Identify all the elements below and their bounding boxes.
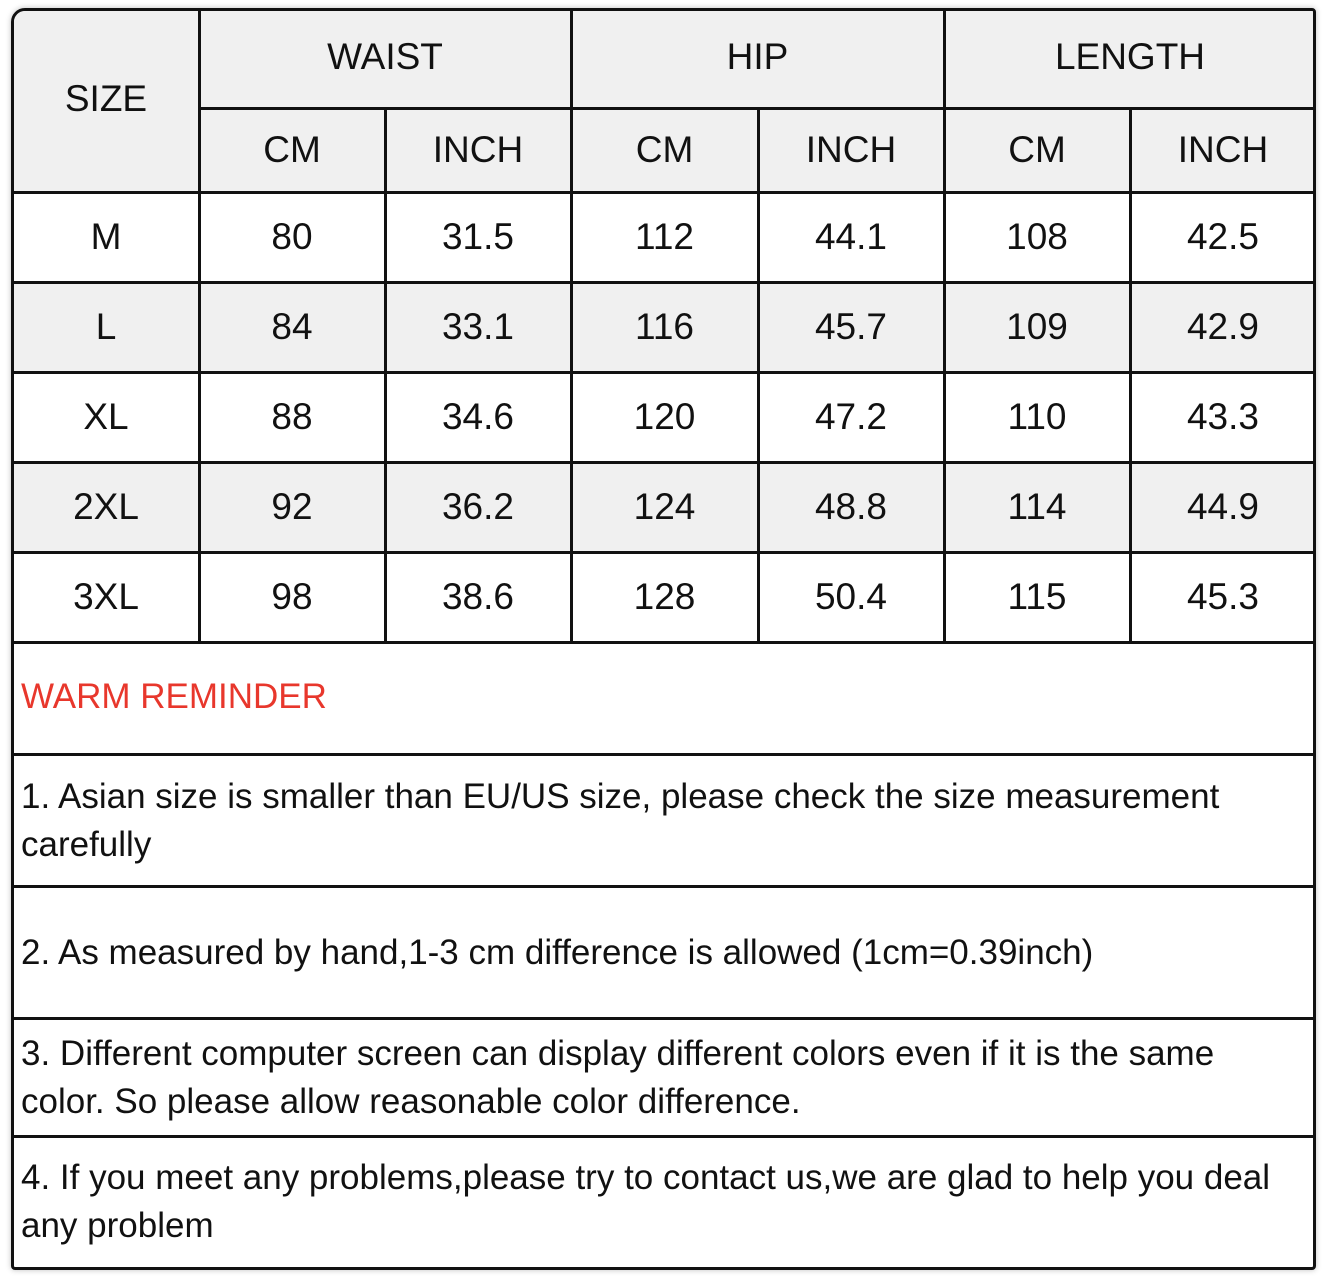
reminder-note: 2. As measured by hand,1-3 cm difference… — [21, 932, 1094, 972]
value-cell: 88 — [271, 396, 313, 437]
col-divider — [384, 108, 387, 642]
value-cell: 33.1 — [385, 282, 571, 372]
value-cell: 50.4 — [814, 576, 887, 617]
value-cell: 44.1 — [814, 216, 887, 257]
size-cell: M — [90, 216, 122, 257]
value-cell: 47.2 — [814, 396, 887, 437]
row-divider — [14, 1135, 1313, 1138]
row-divider — [14, 1017, 1313, 1020]
value-cell: 31.5 — [441, 216, 514, 257]
col-divider — [757, 108, 760, 642]
value-cell: 92 — [199, 462, 385, 552]
row-divider — [14, 885, 1313, 888]
value-cell: 124 — [571, 462, 758, 552]
value-cell: 112 — [635, 216, 694, 257]
reminder-note: 4. If you meet any problems,please try t… — [21, 1158, 1271, 1245]
header-unit: CM — [944, 108, 1130, 192]
value-cell: 36.2 — [385, 462, 571, 552]
header-unit: INCH — [1130, 108, 1313, 192]
reminder-note: 1. Asian size is smaller than EU/US size… — [21, 776, 1220, 864]
size-chart: SIZE WAIST HIP LENGTH CM INCH CM INCH CM INCH M 80 3… — [11, 8, 1316, 1270]
value-cell: 120 — [633, 396, 696, 437]
row-divider — [14, 281, 1313, 284]
row-divider — [14, 753, 1313, 756]
header-group: WAIST — [199, 11, 571, 108]
col-divider — [1129, 108, 1132, 642]
value-cell: 48.8 — [758, 462, 944, 552]
value-cell: 38.6 — [441, 576, 514, 617]
row-divider — [14, 371, 1313, 374]
row-divider — [14, 551, 1313, 554]
size-cell: XL — [83, 396, 129, 437]
row-divider — [199, 107, 1313, 110]
value-cell: 84 — [199, 282, 385, 372]
value-cell: 43.3 — [1186, 396, 1259, 437]
header-group: HIP — [571, 11, 944, 108]
value-cell: 45.7 — [758, 282, 944, 372]
row-divider — [14, 191, 1313, 194]
value-cell: 110 — [1007, 396, 1067, 437]
col-divider — [943, 11, 946, 642]
value-cell: 34.6 — [441, 396, 514, 437]
value-cell: 128 — [633, 576, 696, 617]
value-cell: 42.9 — [1130, 282, 1313, 372]
header-size: SIZE — [14, 11, 199, 192]
value-cell: 44.9 — [1130, 462, 1313, 552]
header-unit: CM — [199, 108, 385, 192]
row-divider — [14, 461, 1313, 464]
reminder-note: 3. Different computer screen can display… — [21, 1033, 1215, 1121]
value-cell: 108 — [1006, 216, 1068, 257]
value-cell: 80 — [271, 216, 313, 257]
warm-reminder-title: WARM REMINDER — [21, 677, 327, 716]
value-cell: 116 — [571, 282, 758, 372]
value-cell: 45.3 — [1186, 576, 1259, 617]
row-divider — [14, 641, 1313, 644]
col-divider — [570, 11, 573, 642]
size-cell: 3XL — [73, 576, 139, 617]
header-unit: CM — [571, 108, 758, 192]
value-cell: 109 — [944, 282, 1130, 372]
value-cell: 114 — [944, 462, 1130, 552]
header-unit: INCH — [758, 108, 944, 192]
value-cell: 42.5 — [1186, 216, 1259, 257]
value-cell: 98 — [271, 576, 313, 617]
header-unit: INCH — [385, 108, 571, 192]
value-cell: 115 — [1007, 576, 1067, 617]
header-group: LENGTH — [944, 11, 1313, 108]
size-cell: 2XL — [14, 462, 199, 552]
size-cell: L — [14, 282, 199, 372]
col-divider — [198, 11, 201, 642]
